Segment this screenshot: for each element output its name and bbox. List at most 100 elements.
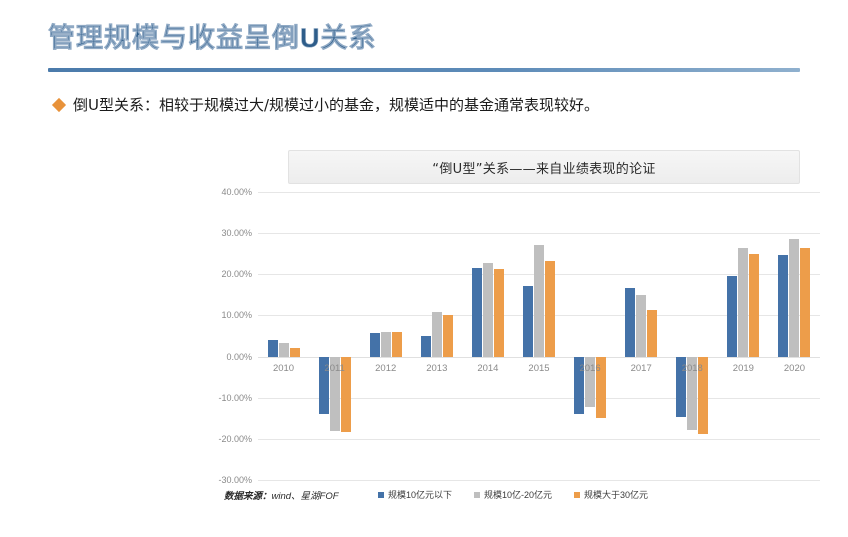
gridline: 30.00%: [221, 228, 820, 238]
bar[interactable]: [647, 309, 658, 357]
bar-slot: [493, 192, 504, 480]
bar[interactable]: [431, 312, 442, 357]
legend-item[interactable]: 规模大于30亿元: [574, 488, 648, 501]
bar[interactable]: [778, 254, 789, 357]
gridline: 40.00%: [221, 187, 820, 197]
x-axis-tick: 2012: [375, 362, 397, 374]
bar-group: [309, 192, 360, 480]
bar-slot: [442, 192, 453, 480]
y-axis-tick: 40.00%: [221, 187, 252, 197]
plot-area: 40.00% 30.00% 20.00% 10.00% 0.00% -10.00% -20.…: [218, 187, 820, 485]
bar-slot: [340, 192, 351, 480]
bar-group: [718, 192, 769, 480]
bar-group: [258, 192, 309, 480]
legend-swatch: [378, 491, 384, 498]
bar-slot: [727, 192, 738, 480]
bar[interactable]: [442, 314, 453, 357]
bar[interactable]: [585, 356, 596, 408]
gridline: 0.00%: [226, 352, 820, 362]
legend-swatch: [574, 491, 581, 498]
y-axis-tick: 10.00%: [221, 310, 252, 321]
bar-group: [565, 192, 616, 480]
bar-slot: [800, 192, 811, 480]
x-axis-tick: 2016: [579, 362, 601, 374]
bar-slot: [329, 192, 340, 480]
bar[interactable]: [369, 332, 380, 357]
y-axis-tick: -30.00%: [218, 475, 252, 485]
bar[interactable]: [318, 356, 329, 415]
bar[interactable]: [749, 253, 760, 357]
bar-slot: [431, 192, 442, 480]
legend-item[interactable]: 规模10亿元以下: [378, 488, 452, 501]
chart-legend: 规模10亿元以下 规模10亿-20亿元 规模大于30亿元: [378, 488, 648, 501]
chart-title-box: “倒U型”关系——来自业绩表现的论证: [288, 150, 800, 184]
bar-slot: [380, 192, 391, 480]
gridline: -10.00%: [218, 393, 820, 403]
source-label: 数据来源：: [224, 491, 272, 502]
bar[interactable]: [789, 238, 800, 357]
x-axis-tick: 2010: [272, 362, 295, 374]
source-note: 数据来源：wind、星湖FOF: [224, 488, 339, 502]
bar-slot: [289, 192, 300, 480]
bar-slot: [278, 192, 289, 480]
gridline: -20.00%: [218, 434, 820, 444]
bar-slot: [318, 192, 329, 480]
bar-group: [360, 192, 411, 480]
bar-slot: [636, 192, 647, 480]
y-axis-tick: -10.00%: [218, 392, 252, 403]
bar-slot: [625, 192, 636, 480]
bar-group: [769, 192, 820, 480]
bar[interactable]: [420, 336, 431, 357]
diamond-bullet-icon: [51, 97, 67, 112]
bar-group: [513, 192, 564, 480]
x-axis-tick: 2020: [783, 362, 806, 374]
bar[interactable]: [340, 356, 351, 432]
bar[interactable]: [636, 295, 647, 357]
bar-slot: [482, 192, 493, 480]
y-axis-tick: 30.00%: [221, 228, 252, 239]
bullet-text: 倒U型关系：相较于规模过大/规模过小的基金，规模适中的基金通常表现较好。: [73, 96, 600, 114]
bar-slot: [698, 192, 709, 480]
bar[interactable]: [380, 331, 391, 357]
gridline: -30.00%: [218, 475, 820, 485]
bar-slot: [647, 192, 658, 480]
legend-label: 规模10亿-20亿元: [484, 490, 553, 500]
bar[interactable]: [544, 261, 555, 357]
bar-group: [411, 192, 462, 480]
bar[interactable]: [329, 356, 340, 431]
bar[interactable]: [574, 356, 585, 415]
bar[interactable]: [698, 356, 709, 434]
legend-swatch: [474, 491, 481, 498]
y-axis-tick: 0.00%: [226, 351, 252, 362]
bar[interactable]: [676, 356, 687, 417]
bar[interactable]: [471, 268, 482, 357]
bullet-row: 倒U型关系：相较于规模过大/规模过小的基金，规模适中的基金通常表现较好。: [51, 94, 600, 115]
legend-item[interactable]: 规模10亿-20亿元: [474, 488, 552, 501]
bar-group: [462, 192, 513, 480]
bar[interactable]: [625, 288, 636, 357]
bar[interactable]: [596, 356, 607, 419]
bar[interactable]: [687, 356, 698, 430]
x-axis-tick: 2017: [630, 362, 652, 374]
bar[interactable]: [727, 276, 738, 357]
bar-slot: [585, 192, 596, 480]
bar-slot: [676, 192, 687, 480]
bar-slot: [789, 192, 800, 480]
bar-slot: [471, 192, 482, 480]
bar[interactable]: [800, 247, 811, 357]
x-axis-tick: 2014: [477, 362, 499, 374]
chart-panel: “倒U型”关系——来自业绩表现的论证 40.00% 30.00% 20.00% 10.…: [180, 140, 840, 525]
bar[interactable]: [482, 262, 493, 357]
bar[interactable]: [391, 331, 402, 357]
legend-label: 规模10亿元以下: [388, 490, 453, 500]
bar[interactable]: [493, 269, 504, 357]
bar-slot: [749, 192, 760, 480]
bar[interactable]: [738, 247, 749, 357]
bar[interactable]: [278, 343, 289, 357]
bar[interactable]: [533, 244, 544, 357]
bar[interactable]: [522, 285, 533, 357]
bar[interactable]: [289, 348, 300, 357]
x-axis-tick: 2015: [528, 362, 550, 374]
bar[interactable]: [267, 340, 278, 357]
